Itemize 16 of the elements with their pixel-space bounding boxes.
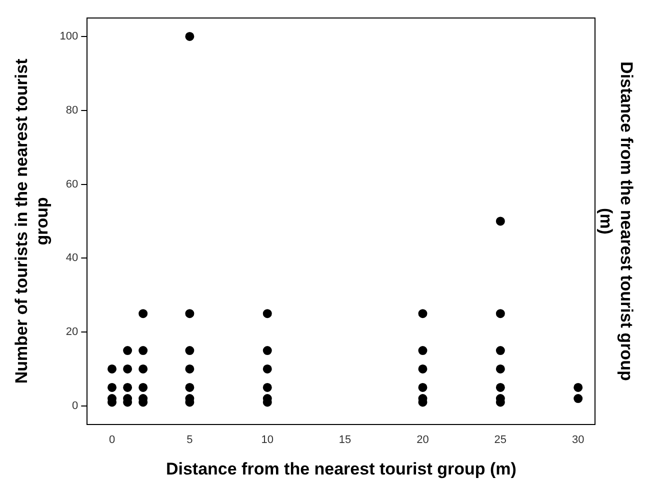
x-tick-label: 25 bbox=[494, 434, 507, 446]
y-tick-label: 60 bbox=[66, 178, 78, 190]
y-tick-label: 80 bbox=[66, 104, 78, 116]
y-tick-label: 40 bbox=[66, 252, 78, 264]
x-axis-title: Distance from the nearest tourist group (m) bbox=[166, 459, 516, 478]
x-tick-label: 20 bbox=[416, 434, 429, 446]
y-axis-title: Number of tourists in the nearest tourist group bbox=[12, 58, 52, 384]
y2-axis-title: Distance from the nearest tourist group (m) bbox=[596, 62, 636, 381]
y-tick-label: 0 bbox=[72, 400, 78, 412]
x-tick-label: 30 bbox=[572, 434, 584, 446]
x-tick-label: 10 bbox=[261, 434, 274, 446]
y-tick-label: 20 bbox=[66, 326, 78, 338]
y-tick-label: 100 bbox=[60, 30, 78, 43]
x-tick-label: 5 bbox=[186, 434, 193, 446]
x-tick-label: 15 bbox=[338, 434, 352, 446]
x-tick-label: 0 bbox=[108, 434, 116, 446]
